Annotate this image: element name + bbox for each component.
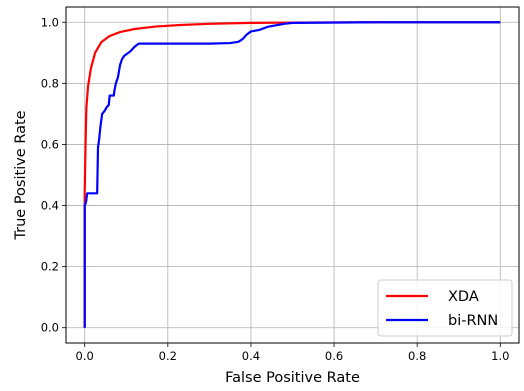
x-tick-label: 0.8 bbox=[408, 349, 426, 363]
legend-label-xda: XDA bbox=[448, 289, 479, 305]
series-line-xda bbox=[83, 21, 501, 328]
y-tick-label: 1.0 bbox=[41, 15, 59, 29]
legend-box bbox=[377, 279, 513, 337]
legend-label-bi-rnn: bi-RNN bbox=[448, 313, 498, 329]
axis-ticks: 0.0 0.2 0.4 0.6 0.8 1.0 0.0 0.2 0.4 0.6 0.8 1.0 bbox=[41, 15, 510, 363]
y-axis-label: True Positive Rate bbox=[13, 110, 29, 240]
x-tick-label: 0.4 bbox=[242, 349, 260, 363]
plot-frame bbox=[65, 6, 520, 344]
y-tick-label: 0.2 bbox=[41, 260, 59, 274]
series-lines bbox=[83, 21, 501, 328]
x-axis-label: False Positive Rate bbox=[225, 370, 360, 386]
y-tick-label: 0.4 bbox=[41, 199, 59, 213]
series-line-bi-rnn bbox=[83, 21, 501, 328]
legend: XDA bi-RNN bbox=[377, 279, 513, 337]
grid bbox=[66, 7, 519, 343]
y-tick-label: 0.8 bbox=[41, 76, 59, 90]
x-tick-label: 0.6 bbox=[325, 349, 343, 363]
x-tick-label: 0.2 bbox=[159, 349, 177, 363]
y-tick-label: 0.6 bbox=[41, 137, 59, 151]
y-tick-label: 0.0 bbox=[41, 321, 59, 335]
x-tick-label: 0.0 bbox=[76, 349, 94, 363]
x-tick-label: 1.0 bbox=[491, 349, 509, 363]
